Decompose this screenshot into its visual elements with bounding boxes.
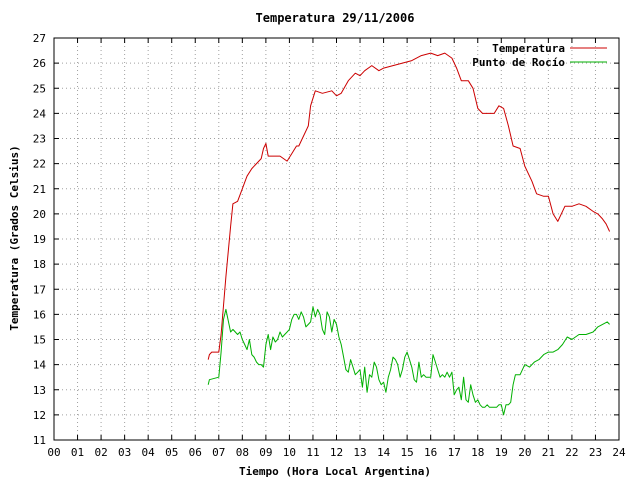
y-tick-label: 19 <box>33 233 46 246</box>
x-tick-label: 01 <box>71 446 84 459</box>
y-tick-label: 16 <box>33 308 46 321</box>
y-tick-label: 24 <box>33 107 47 120</box>
y-tick-label: 21 <box>33 183 46 196</box>
x-tick-label: 24 <box>612 446 626 459</box>
grid-lines <box>54 38 619 440</box>
x-tick-label: 05 <box>165 446 178 459</box>
x-tick-label: 00 <box>47 446 60 459</box>
x-tick-label: 22 <box>565 446 578 459</box>
x-tick-label: 06 <box>189 446 202 459</box>
x-axis-label: Tiempo (Hora Local Argentina) <box>239 465 431 478</box>
x-tick-label: 23 <box>589 446 602 459</box>
x-tick-label: 02 <box>94 446 107 459</box>
y-axis-label: Temperatura (Grados Celsius) <box>8 145 21 330</box>
series-line-punto-de-rocio <box>207 306 610 416</box>
x-tick-label: 10 <box>283 446 296 459</box>
x-tick-label: 07 <box>212 446 225 459</box>
series-lines <box>207 52 611 416</box>
x-tick-label: 20 <box>518 446 531 459</box>
x-tick-label: 09 <box>259 446 272 459</box>
chart-title: Temperatura 29/11/2006 <box>256 11 415 25</box>
legend: Temperatura Punto de Rocío <box>472 42 607 69</box>
x-tick-label: 11 <box>306 446 319 459</box>
axis-ticks: 00 01 02 03 04 05 06 07 08 09 10 11 12 13 14 15 16 17 18 19… <box>33 32 626 459</box>
x-tick-label: 08 <box>236 446 249 459</box>
x-tick-label: 16 <box>424 446 437 459</box>
y-tick-label: 13 <box>33 384 46 397</box>
series-line-temperatura <box>207 52 611 360</box>
x-tick-label: 21 <box>542 446 555 459</box>
y-tick-label: 12 <box>33 409 46 422</box>
y-tick-label: 14 <box>33 359 47 372</box>
y-tick-label: 15 <box>33 334 46 347</box>
plot-frame <box>53 37 620 441</box>
y-tick-label: 25 <box>33 82 46 95</box>
y-tick-label: 20 <box>33 208 46 221</box>
x-tick-label: 12 <box>330 446 343 459</box>
x-tick-label: 17 <box>448 446 461 459</box>
y-tick-label: 11 <box>33 434 46 447</box>
y-tick-label: 18 <box>33 258 46 271</box>
x-tick-label: 14 <box>377 446 391 459</box>
x-tick-label: 18 <box>471 446 484 459</box>
y-tick-label: 27 <box>33 32 46 45</box>
y-tick-label: 17 <box>33 283 46 296</box>
legend-label-punto-de-rocio: Punto de Rocío <box>472 56 565 69</box>
x-tick-label: 13 <box>353 446 366 459</box>
y-tick-label: 26 <box>33 57 46 70</box>
x-tick-label: 15 <box>401 446 414 459</box>
x-tick-label: 19 <box>495 446 508 459</box>
x-tick-label: 03 <box>118 446 131 459</box>
y-tick-label: 23 <box>33 133 46 146</box>
x-tick-label: 04 <box>142 446 156 459</box>
y-tick-label: 22 <box>33 158 46 171</box>
legend-label-temperatura: Temperatura <box>492 42 565 55</box>
